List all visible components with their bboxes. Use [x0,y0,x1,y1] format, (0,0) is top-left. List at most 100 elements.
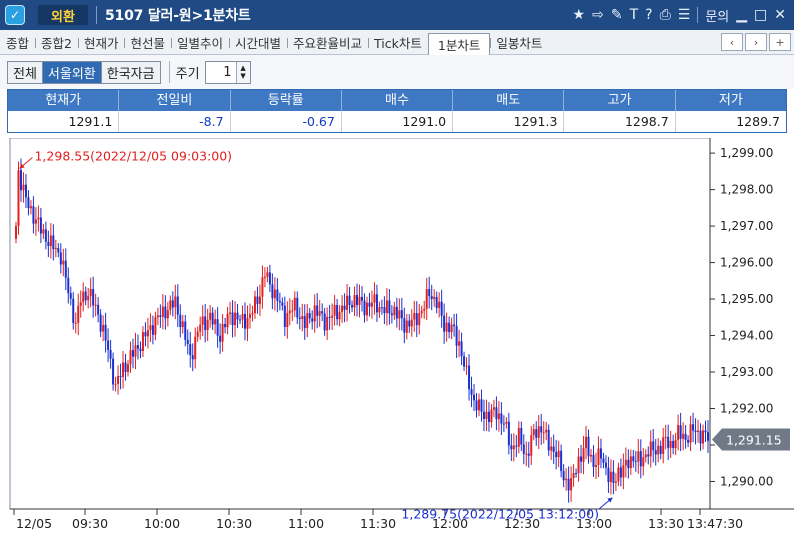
candle-body [139,348,142,352]
cycle-stepper[interactable]: 1 ▲ ▼ [204,60,251,84]
candle-body [662,437,665,454]
up-arrow-icon[interactable]: ▲ [240,64,246,72]
link-out-icon[interactable]: ⇨ [592,7,604,23]
close-icon[interactable]: ✕ [774,7,786,23]
candle-body [338,312,341,320]
candle-body [520,427,523,445]
tab-current-price[interactable]: 현재가 [77,30,125,54]
cycle-value[interactable]: 1 [223,64,232,80]
minimize-icon[interactable]: ▁ [736,7,748,23]
y-tick-label: 1,299.00 [720,146,773,160]
candle-body [201,316,204,325]
candle-body [67,277,70,294]
filter-korea-money[interactable]: 한국자금 [101,61,160,83]
tab-summary2[interactable]: 종합2 [35,30,78,54]
candle-body [256,296,259,304]
candle-body [458,341,461,346]
help-icon[interactable]: ? [645,7,653,23]
price-chart[interactable]: 1,299.00 1,298.00 1,297.00 1,296.00 1,295.00… [0,138,794,538]
candle-body [84,291,87,301]
candle-body [74,322,77,324]
candle-body [425,289,428,309]
candle-body [477,399,480,411]
candle-body [398,310,401,319]
pin-icon[interactable]: ✎ [610,7,623,23]
x-tick-label: 13:47:30 [687,516,743,531]
y-tick-label: 1,290.00 [720,474,773,488]
candle-body [445,322,448,332]
candle-body [590,454,593,457]
candle-body [609,471,612,483]
candle-body [490,409,493,423]
tab-add-button[interactable]: + [769,33,791,51]
candle-body [634,461,637,463]
candle-body [326,316,329,331]
candle-body [286,313,289,327]
value-low: 1289.7 [675,111,786,132]
candle-body [184,321,187,340]
stepper-arrows[interactable]: ▲ ▼ [235,61,250,83]
chart-area[interactable]: 1,299.00 1,298.00 1,297.00 1,296.00 1,295.00… [0,138,794,538]
tab-prev-button[interactable]: ‹ [721,33,743,51]
market-badge[interactable]: 외환 [38,5,88,25]
candle-body [532,429,535,436]
x-tick-label: 12:00 [432,516,468,531]
candle-body [273,289,276,299]
candle-body [64,260,67,278]
candle-body [114,383,117,385]
candle-body [271,284,274,299]
list-icon[interactable]: ☰ [677,7,691,23]
maximize-icon[interactable]: □ [754,7,768,23]
candle-body [570,477,573,491]
tab-tick-chart[interactable]: Tick차트 [368,30,428,54]
favorite-icon[interactable]: ★ [572,7,586,23]
candle-body [141,332,144,352]
candle-body [204,316,207,331]
filter-seoul-fx[interactable]: 서울외환 [42,61,102,83]
tab-by-time[interactable]: 시간대별 [229,30,287,54]
candle-body [333,305,336,316]
candle-body [540,426,543,433]
candle-body [199,324,202,332]
candle-body [482,411,485,419]
text-icon[interactable]: T [629,7,639,23]
candle-body [283,305,286,327]
candle-body [435,296,438,309]
candle-body [644,454,647,458]
candle-body [555,451,558,458]
filter-all[interactable]: 전체 [8,61,43,83]
candle-body [669,440,672,448]
inquiry-button[interactable]: 문의 [705,9,730,25]
candle-body [159,315,162,317]
candle-body [306,313,309,329]
down-arrow-icon[interactable]: ▼ [240,72,246,80]
candle-body [515,445,518,447]
candle-body [62,260,65,265]
candle-body [562,471,565,481]
candle-body [418,313,421,326]
candle-body [79,302,82,306]
candle-body [69,293,72,299]
candle-body [124,362,127,373]
tab-daily-trend[interactable]: 일별추이 [171,30,229,54]
tab-1min-chart[interactable]: 1분차트 [427,32,491,55]
print-icon[interactable]: ⎙ [659,7,671,23]
candle-body [629,456,632,469]
candle-body [49,235,52,247]
tab-next-button[interactable]: › [745,33,767,51]
candle-body [356,295,359,305]
candle-body [42,229,45,234]
candle-body [288,310,291,314]
tab-daily-chart[interactable]: 일봉차트 [490,30,548,54]
tab-summary[interactable]: 종합 [6,35,30,51]
candle-body [689,424,692,443]
candle-body [246,317,249,329]
candle-body [677,425,680,440]
candle-body [448,322,451,333]
candle-body [296,297,299,318]
candle-body [206,319,209,331]
tab-fx-compare[interactable]: 주요환율비교 [287,30,368,54]
candle-body [127,364,130,373]
candle-body [112,358,115,385]
tab-spot-futures[interactable]: 현선물 [124,30,171,54]
